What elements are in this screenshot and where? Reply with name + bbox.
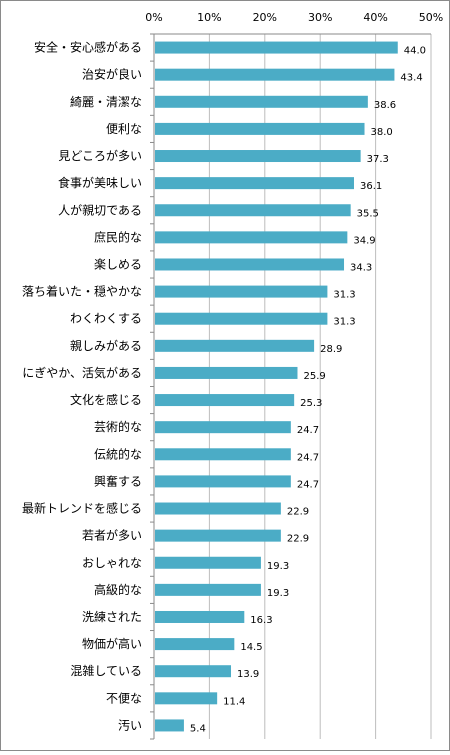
data-label: 43.4 xyxy=(400,73,422,84)
data-label: 34.3 xyxy=(350,262,372,273)
data-label: 24.7 xyxy=(297,425,319,436)
data-label: 22.9 xyxy=(287,534,309,545)
bar xyxy=(155,122,365,135)
bar xyxy=(155,719,184,732)
data-label: 37.3 xyxy=(367,154,389,165)
bar xyxy=(155,339,315,352)
bar xyxy=(155,95,368,108)
category-label: 便利な xyxy=(106,122,142,136)
x-tick-label: 30% xyxy=(308,11,332,24)
x-axis-ticks: 0% 10% 20% 30% 40% 50% xyxy=(145,11,443,24)
data-label: 34.9 xyxy=(353,235,375,246)
bar xyxy=(155,475,291,488)
gridlines xyxy=(150,33,432,740)
category-label: 芸術的な xyxy=(94,419,142,434)
x-tick-label: 40% xyxy=(363,11,387,24)
data-label: 38.0 xyxy=(371,127,393,138)
bar xyxy=(155,556,261,569)
bars xyxy=(155,41,398,732)
bar xyxy=(155,421,291,434)
category-label: 綺麗・清潔な xyxy=(70,94,142,109)
category-label: にぎやか、活気がある xyxy=(22,365,142,380)
data-label: 19.3 xyxy=(267,588,289,599)
category-label: わくわくする xyxy=(70,312,142,326)
category-label: 伝統的な xyxy=(94,446,142,461)
category-labels: 安全・安心感がある治安が良い綺麗・清潔な便利な見どころが多い食事が美味しい人が親… xyxy=(22,40,142,733)
data-label: 31.3 xyxy=(333,317,355,328)
category-label: 汚い xyxy=(118,718,142,732)
bar xyxy=(155,448,291,461)
data-label: 13.9 xyxy=(237,669,259,680)
category-label: 庶民的な xyxy=(94,229,142,244)
bar xyxy=(155,529,281,542)
x-tick-label: 20% xyxy=(253,11,277,24)
bar xyxy=(155,366,298,379)
x-tick-label: 10% xyxy=(197,11,221,24)
bar xyxy=(155,665,232,678)
bar xyxy=(155,285,328,298)
category-label: 若者が多い xyxy=(82,528,142,543)
category-label: 見どころが多い xyxy=(58,148,142,163)
category-label: おしゃれな xyxy=(82,556,142,570)
category-label: 親しみがある xyxy=(70,338,142,353)
category-label: 混雑している xyxy=(70,663,142,678)
category-label: 物価が高い xyxy=(82,636,142,651)
bar xyxy=(155,150,361,163)
category-label: 治安が良い xyxy=(82,67,142,82)
category-label: 食事が美味しい xyxy=(58,175,142,190)
category-label: 安全・安心感がある xyxy=(34,40,142,55)
bar xyxy=(155,692,218,705)
category-label: 興奮する xyxy=(94,473,142,488)
data-label: 11.4 xyxy=(223,696,245,707)
category-label: 高級的な xyxy=(94,582,142,597)
x-tick-label: 0% xyxy=(145,11,162,24)
data-label: 14.5 xyxy=(240,642,262,653)
data-label: 25.9 xyxy=(303,371,325,382)
data-label: 25.3 xyxy=(300,398,322,409)
bar xyxy=(155,177,354,190)
bar xyxy=(155,583,261,596)
category-label: 不便な xyxy=(106,691,142,705)
bar xyxy=(155,638,235,651)
x-tick-label: 50% xyxy=(419,11,443,24)
category-label: 人が親切である xyxy=(58,202,142,217)
category-label: 最新トレンドを感じる xyxy=(22,501,142,516)
data-label: 31.3 xyxy=(333,290,355,301)
data-label: 22.9 xyxy=(287,507,309,518)
category-label: 洗練された xyxy=(82,610,142,624)
data-label: 19.3 xyxy=(267,561,289,572)
category-label: 文化を感じる xyxy=(70,392,142,407)
bar xyxy=(155,610,245,623)
data-label: 36.1 xyxy=(360,181,382,192)
bar xyxy=(155,394,295,407)
data-label: 44.0 xyxy=(404,46,426,57)
data-label: 38.6 xyxy=(374,100,396,111)
bar xyxy=(155,258,345,271)
data-labels: 44.0 43.4 38.6 38.0 37.3 36.1 35.5 34.9 34.3 31.3… xyxy=(190,46,426,735)
category-label: 落ち着いた・穏やかな xyxy=(22,284,142,299)
data-label: 16.3 xyxy=(250,615,272,626)
data-label: 28.9 xyxy=(320,344,342,355)
bar xyxy=(155,68,395,81)
data-label: 35.5 xyxy=(357,208,379,219)
bar xyxy=(155,41,398,54)
data-label: 24.7 xyxy=(297,452,319,463)
data-label: 24.7 xyxy=(297,479,319,490)
bar xyxy=(155,204,351,217)
category-label: 楽しめる xyxy=(94,257,142,271)
bar xyxy=(155,312,328,325)
bar xyxy=(155,231,348,244)
bar xyxy=(155,502,281,515)
data-label: 5.4 xyxy=(190,723,206,734)
